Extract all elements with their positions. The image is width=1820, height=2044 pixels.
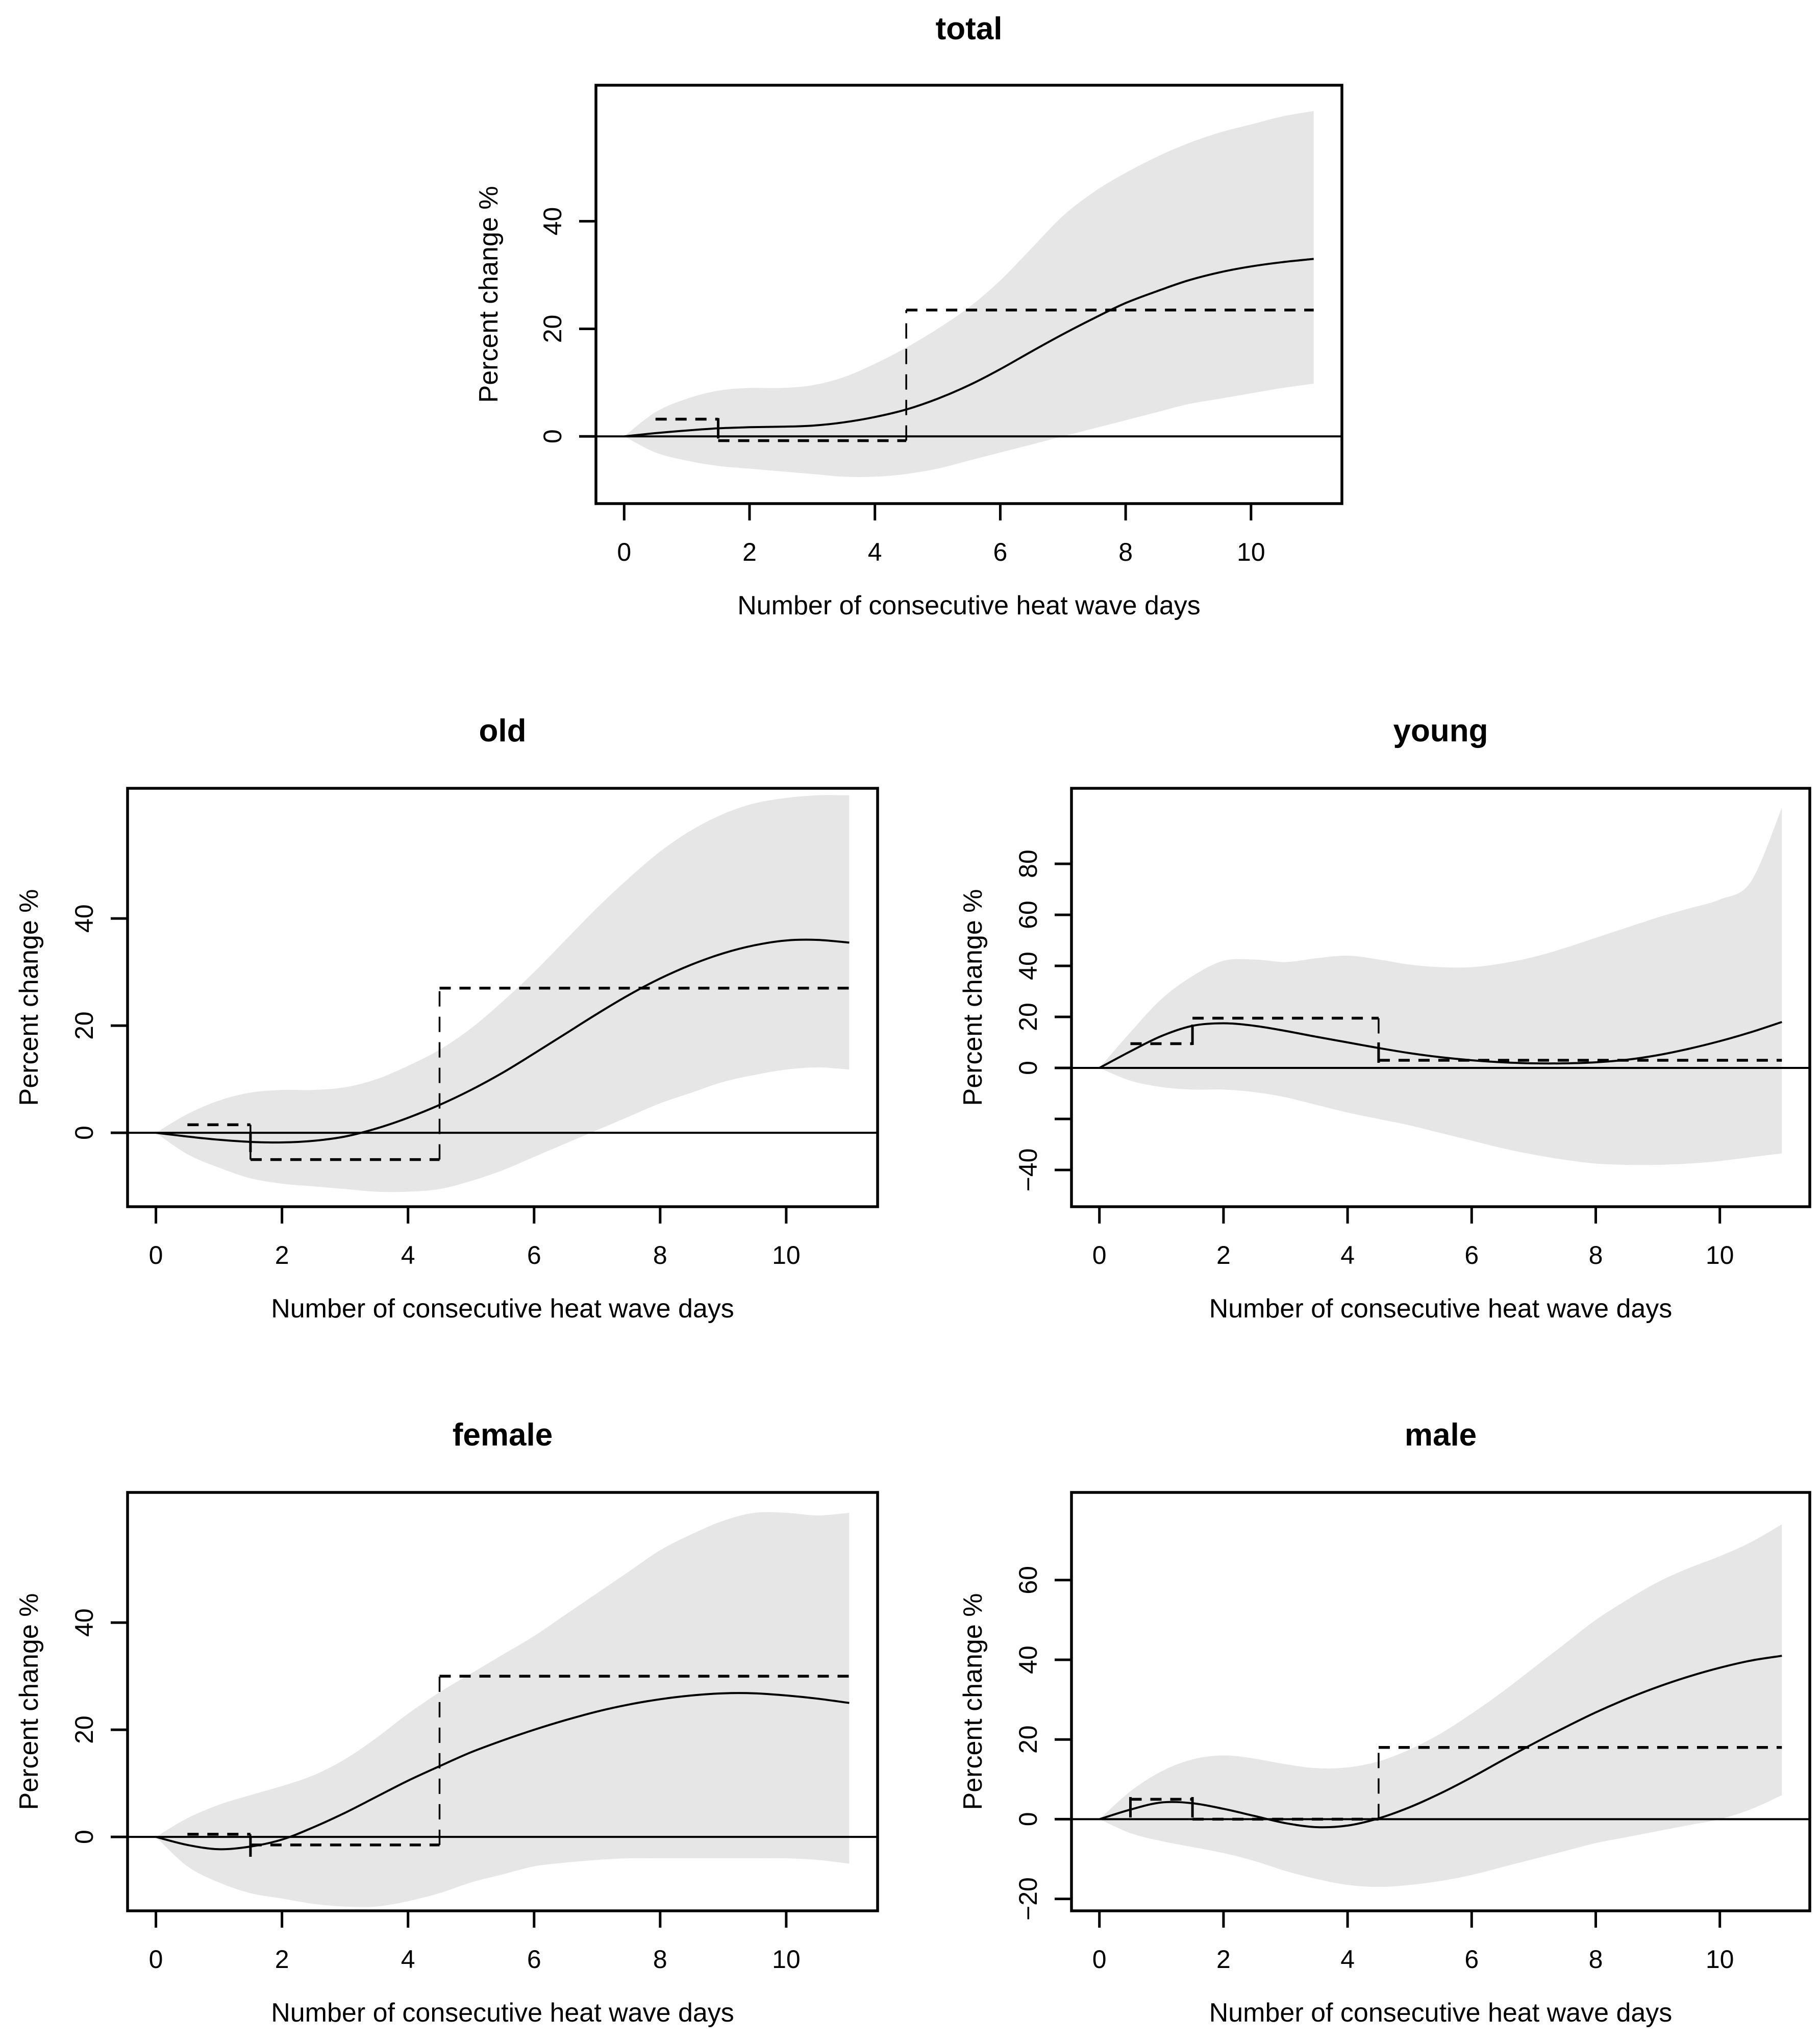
panel-title-total: total <box>935 11 1003 46</box>
plot-area-male <box>1071 1524 1810 1887</box>
plot-box <box>594 84 1343 505</box>
y-tick-label: 20 <box>70 1715 98 1744</box>
x-tick-label: 4 <box>1340 1945 1355 1974</box>
x-tick-label: 0 <box>149 1945 163 1974</box>
y-tick-label: 0 <box>70 1830 98 1844</box>
x-tick-label: 2 <box>1216 1945 1231 1974</box>
panel-title-female: female <box>452 1417 553 1453</box>
x-tick-label: 8 <box>1589 1945 1603 1974</box>
smooth-curve <box>156 938 850 1144</box>
x-tick-label: 4 <box>401 1241 415 1269</box>
x-axis-label-male: Number of consecutive heat wave days <box>1209 1998 1673 2028</box>
y-axis-label-female: Percent change % <box>14 1593 44 1810</box>
y-tick-label: −40 <box>1014 1149 1042 1192</box>
x-tick-label: 6 <box>527 1945 541 1974</box>
x-axis-label-old: Number of consecutive heat wave days <box>271 1294 734 1324</box>
y-axis-label-male: Percent change % <box>958 1593 988 1810</box>
confidence-band <box>1099 808 1782 1165</box>
panel-female: 0 2 4 6 8 10 0 20 40 <box>70 1491 879 1974</box>
y-tick-label: 0 <box>538 429 567 443</box>
plot-box <box>1070 1491 1811 1912</box>
panel-male: 0 2 4 6 8 10 −20 0 20 40 60 <box>1014 1491 1811 1974</box>
x-tick-label: 6 <box>993 538 1008 566</box>
smooth-curve <box>1099 1021 1782 1069</box>
y-tick-label: 20 <box>538 315 567 343</box>
y-axis-label-total: Percent change % <box>474 186 504 403</box>
y-tick-label: 0 <box>1014 1061 1042 1075</box>
plot-area-young <box>1071 808 1810 1165</box>
y-tick-label: 0 <box>70 1126 98 1140</box>
y-tick-label: 0 <box>1014 1812 1042 1826</box>
y-axis-label-old: Percent change % <box>14 889 44 1106</box>
smooth-curve <box>1099 1655 1782 1829</box>
x-tick-label: 8 <box>1589 1241 1603 1269</box>
y-tick-label: 20 <box>1014 1003 1042 1031</box>
smooth-curve <box>156 1692 850 1851</box>
panel-total: 0 2 4 6 8 10 0 20 40 <box>538 84 1343 566</box>
x-tick-label: 8 <box>653 1945 667 1974</box>
x-axis-label-female: Number of consecutive heat wave days <box>271 1998 734 2028</box>
smooth-curve <box>624 258 1314 438</box>
plot-box <box>1070 787 1811 1208</box>
panel-old: 0 2 4 6 8 10 0 20 40 <box>70 787 879 1269</box>
x-tick-label: 4 <box>401 1945 415 1974</box>
x-tick-label: 10 <box>1237 538 1265 566</box>
x-axis-label-young: Number of consecutive heat wave days <box>1209 1294 1673 1324</box>
y-tick-label: 40 <box>1014 952 1042 980</box>
y-tick-label: 60 <box>1014 901 1042 929</box>
x-tick-label: 10 <box>772 1241 801 1269</box>
x-tick-label: 8 <box>653 1241 667 1269</box>
x-tick-label: 0 <box>1092 1945 1107 1974</box>
x-tick-label: 0 <box>149 1241 163 1269</box>
confidence-band <box>156 795 850 1192</box>
x-axis-label-total: Number of consecutive heat wave days <box>737 591 1201 620</box>
y-tick-label: 40 <box>538 207 567 236</box>
x-tick-label: 6 <box>527 1241 541 1269</box>
x-tick-label: 6 <box>1464 1241 1479 1269</box>
plot-box <box>126 1491 879 1912</box>
y-tick-label: 40 <box>70 904 98 933</box>
panel-title-male: male <box>1404 1417 1477 1453</box>
confidence-band <box>1099 1524 1782 1887</box>
x-tick-label: 0 <box>1092 1241 1107 1269</box>
confidence-band <box>156 1512 850 1907</box>
panel-title-old: old <box>479 713 527 749</box>
y-tick-label: −20 <box>1014 1877 1042 1921</box>
x-tick-label: 8 <box>1118 538 1133 566</box>
x-tick-label: 2 <box>742 538 757 566</box>
x-tick-label: 10 <box>1706 1241 1734 1269</box>
x-tick-label: 4 <box>1340 1241 1355 1269</box>
x-tick-label: 4 <box>868 538 882 566</box>
plot-area-female <box>128 1512 878 1907</box>
y-tick-label: 20 <box>70 1011 98 1040</box>
y-tick-label: 40 <box>1014 1646 1042 1674</box>
y-tick-label: 20 <box>1014 1725 1042 1754</box>
x-tick-label: 6 <box>1464 1945 1479 1974</box>
panel-young: 0 2 4 6 8 10 −40 0 20 40 60 80 <box>1014 787 1811 1269</box>
panel-title-young: young <box>1393 713 1488 749</box>
plot-area-old <box>128 795 878 1192</box>
x-tick-label: 10 <box>772 1945 801 1974</box>
y-tick-label: 60 <box>1014 1566 1042 1594</box>
x-tick-label: 10 <box>1706 1945 1734 1974</box>
confidence-band <box>624 111 1314 477</box>
y-axis-label-young: Percent change % <box>958 889 988 1106</box>
plot-box <box>126 787 879 1208</box>
y-tick-label: 40 <box>70 1608 98 1637</box>
x-tick-label: 2 <box>275 1241 289 1269</box>
y-tick-label: 80 <box>1014 850 1042 878</box>
plot-area-total <box>596 111 1342 477</box>
x-tick-label: 2 <box>275 1945 289 1974</box>
x-tick-label: 0 <box>617 538 631 566</box>
x-tick-label: 2 <box>1216 1241 1231 1269</box>
